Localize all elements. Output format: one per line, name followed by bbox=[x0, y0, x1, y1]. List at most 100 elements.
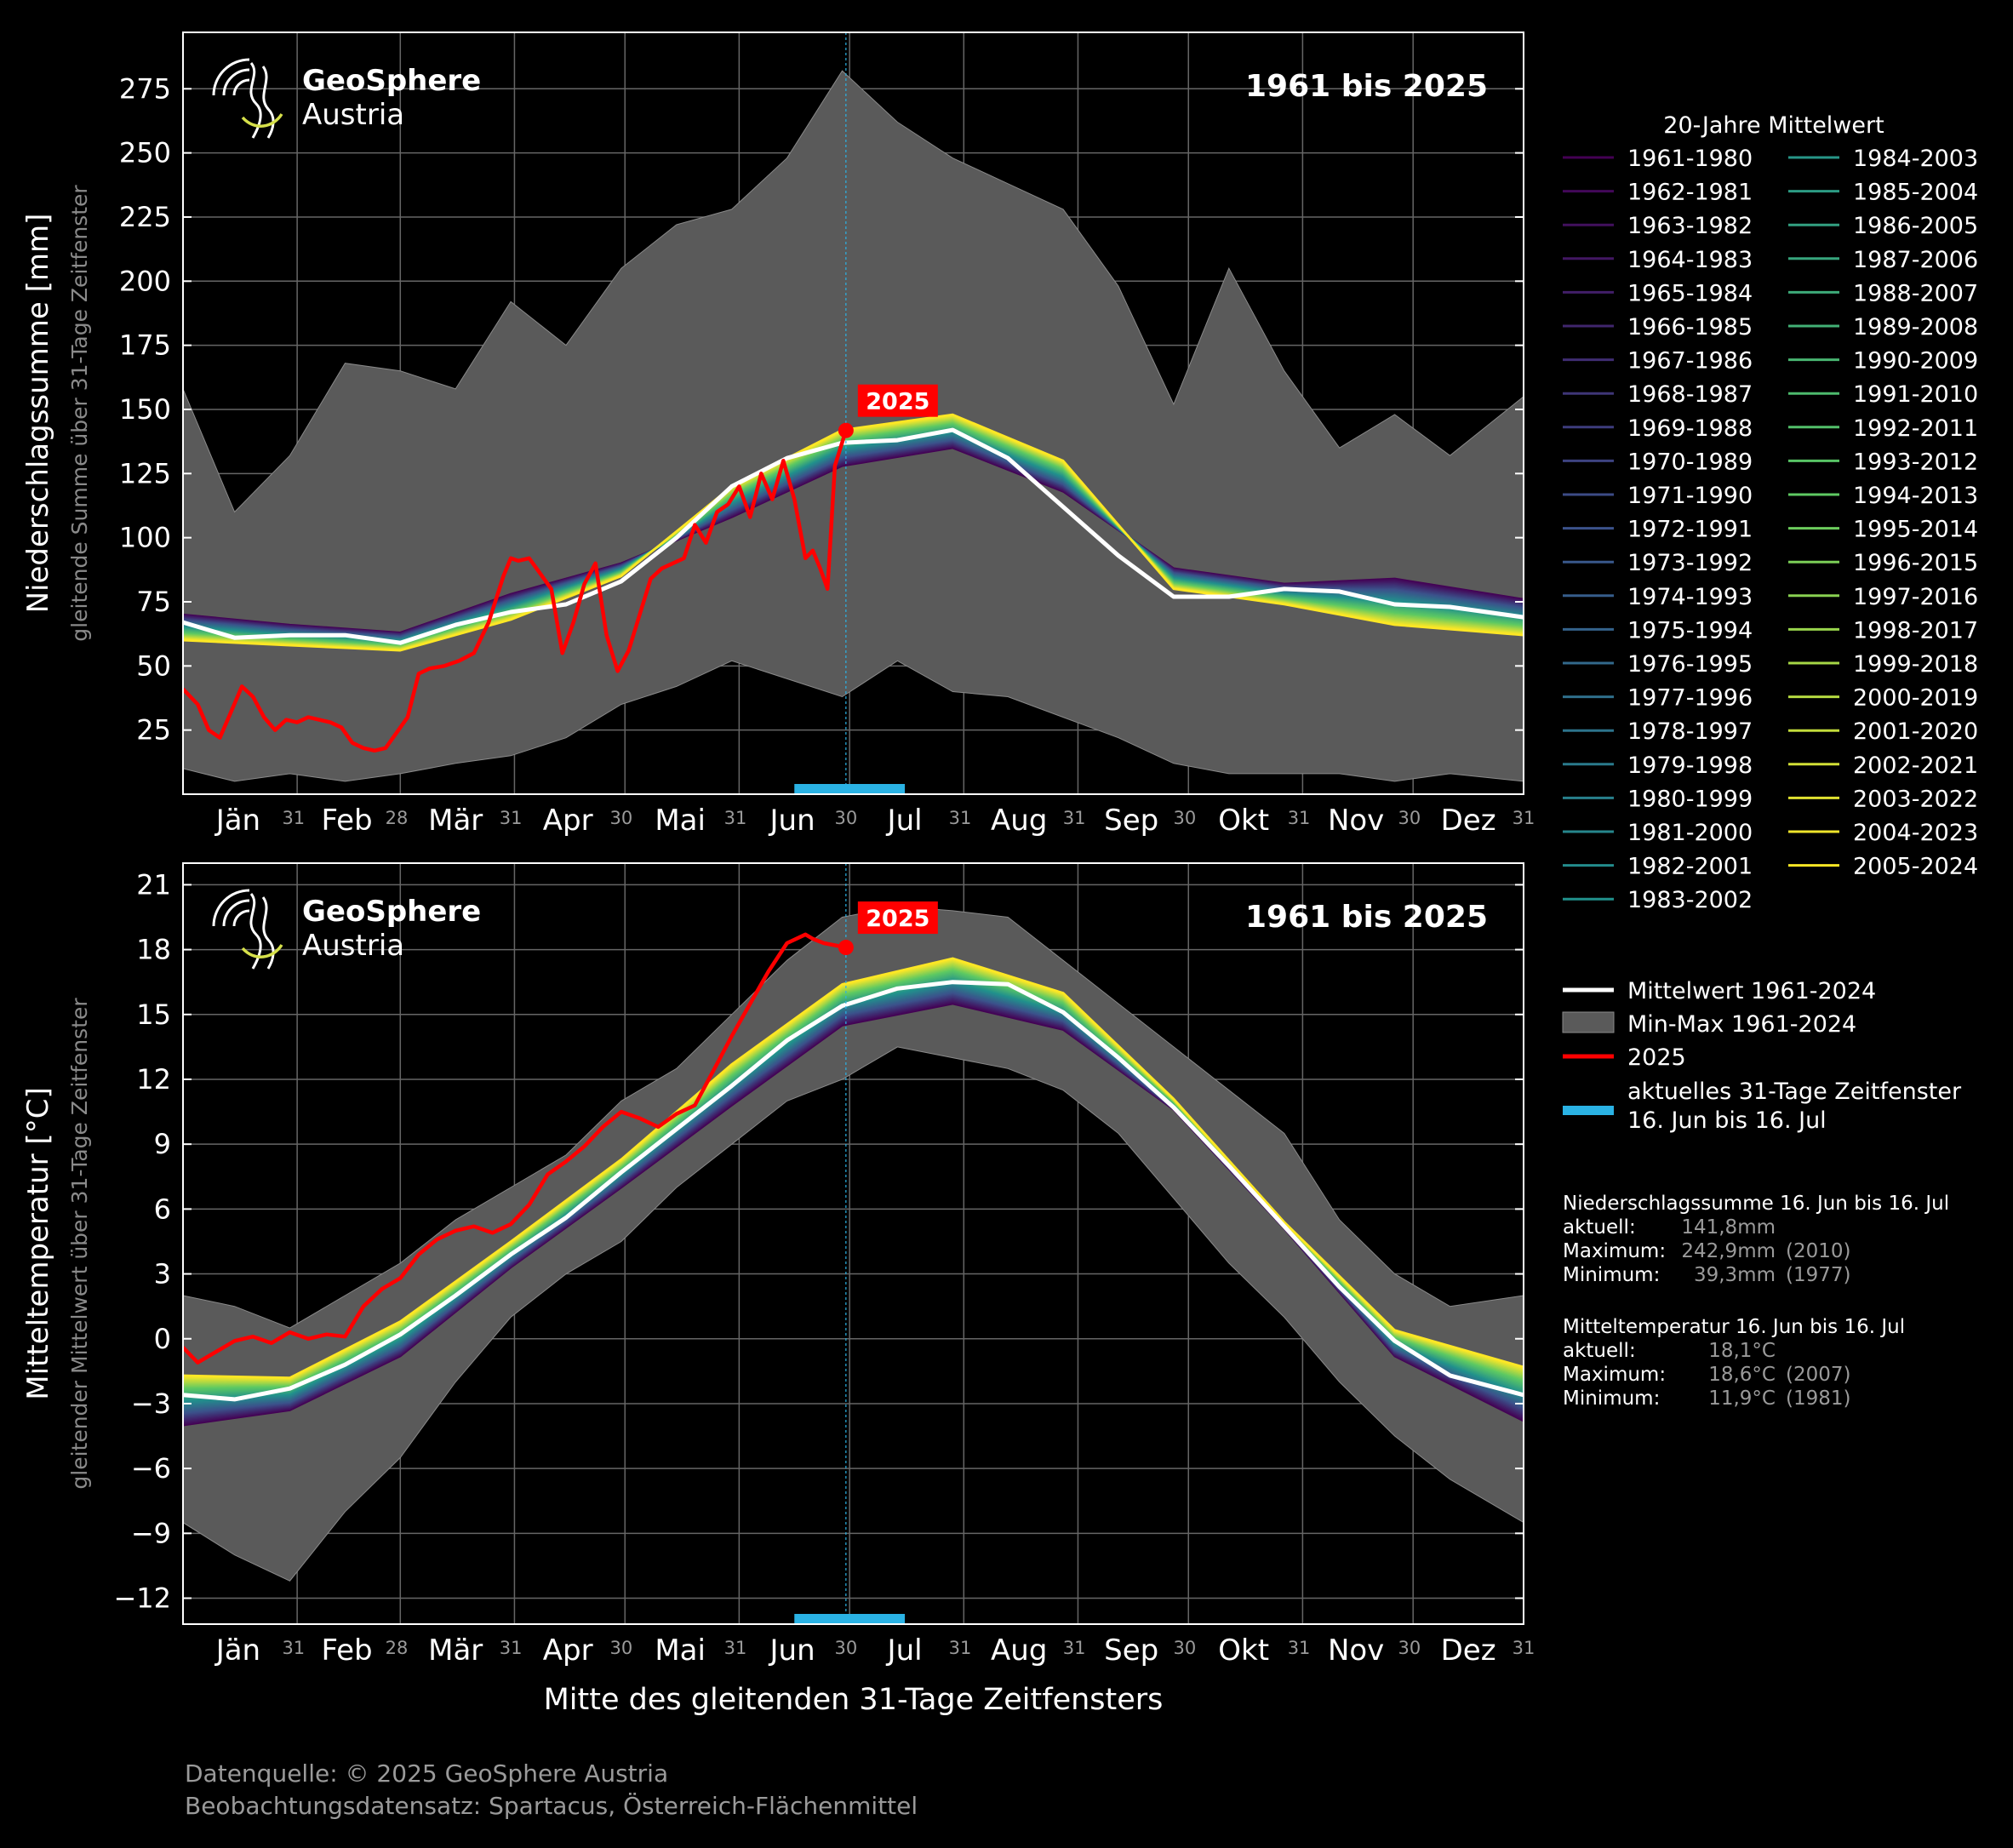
month-end-label: 30 bbox=[834, 808, 857, 828]
y-tick-label: 3 bbox=[154, 1258, 171, 1290]
month-label: Okt bbox=[1218, 1633, 1269, 1668]
info-year: (1977) bbox=[1786, 1264, 1851, 1286]
plot-frame bbox=[182, 31, 1524, 795]
period-mean-line bbox=[183, 957, 1524, 1379]
y-tick-label: −12 bbox=[113, 1582, 171, 1615]
legend-period-label: 1979-1998 bbox=[1627, 752, 1753, 779]
legend-title: 20-Jahre Mittelwert bbox=[1663, 112, 1884, 139]
annotation-label: 2025 bbox=[866, 906, 929, 932]
current-window-bar bbox=[794, 1614, 906, 1624]
info-value: 141,8mm bbox=[1681, 1216, 1776, 1239]
y-tick-label: 150 bbox=[119, 393, 171, 426]
month-label: Dez bbox=[1441, 1633, 1496, 1668]
legend-window-label: aktuelles 31-Tage Zeitfenster bbox=[1627, 1078, 1962, 1105]
month-label: Dez bbox=[1441, 804, 1496, 838]
legend-period-label: 2004-2023 bbox=[1853, 820, 1978, 846]
month-label: Feb bbox=[321, 1633, 372, 1668]
current-value-dot bbox=[838, 940, 854, 956]
minmax-band bbox=[183, 906, 1524, 1582]
info-value: 39,3mm bbox=[1693, 1264, 1776, 1286]
legend-period-label: 1992-2011 bbox=[1853, 415, 1978, 442]
annotation-label: 2025 bbox=[866, 389, 929, 415]
annotation-box bbox=[857, 384, 938, 417]
month-end-label: 31 bbox=[1288, 1638, 1311, 1658]
info-label: aktuell: bbox=[1563, 1340, 1636, 1362]
panel-2: 2025 −12 −9 −6 −3 0 3 6 9 12 15 18 21 Jän 31 Feb 28 Mär 31… bbox=[21, 862, 1535, 1668]
y-tick-label: 75 bbox=[136, 586, 171, 618]
data-source: Datenquelle: © 2025 GeoSphere Austria bbox=[185, 1759, 669, 1788]
logo-text-austria: Austria bbox=[302, 98, 404, 132]
legend-period-label: 1970-1989 bbox=[1627, 449, 1753, 475]
y-tick-label: 175 bbox=[119, 329, 171, 362]
series-2025-line bbox=[183, 430, 848, 753]
month-label: Nov bbox=[1328, 804, 1384, 838]
legend-period-label: 1964-1983 bbox=[1627, 247, 1753, 273]
legend-period-label: 1982-2001 bbox=[1627, 854, 1753, 880]
info-value: 18,6°C bbox=[1708, 1364, 1776, 1386]
temp-info-title: Mitteltemperatur 16. Jun bis 16. Jul bbox=[1563, 1316, 1906, 1338]
month-label: Jun bbox=[769, 804, 815, 838]
month-end-label: 30 bbox=[1398, 808, 1421, 828]
y-axis: 25 50 75 100 125 150 175 200 225 250 275 bbox=[119, 72, 1524, 747]
legend-window-dates: 16. Jun bis 16. Jul bbox=[1627, 1107, 1827, 1134]
temp-info-max: Maximum: 18,6°C (2007) bbox=[1563, 1363, 1905, 1387]
y-tick-label: 250 bbox=[119, 137, 171, 169]
y-tick-label: 275 bbox=[119, 72, 171, 105]
logo-text-geosphere: GeoSphere bbox=[302, 895, 481, 929]
y-tick-label: 125 bbox=[119, 457, 171, 489]
legend-period-label: 1968-1987 bbox=[1627, 381, 1753, 408]
info-label: Maximum: bbox=[1563, 1364, 1667, 1386]
info-year: (1981) bbox=[1786, 1387, 1851, 1410]
logo-text-austria: Austria bbox=[302, 929, 404, 963]
legend-period-label: 1983-2002 bbox=[1627, 887, 1753, 913]
legend-period-label: 1971-1990 bbox=[1627, 483, 1753, 509]
y-tick-label: 6 bbox=[154, 1193, 171, 1225]
legend-period-label: 1995-2014 bbox=[1853, 517, 1978, 543]
month-end-label: 31 bbox=[1513, 808, 1535, 828]
month-end-label: 28 bbox=[386, 1638, 409, 1658]
precip-info-title: Niederschlagssumme 16. Jun bis 16. Jul bbox=[1563, 1193, 1950, 1215]
x-axis: Jän 31 Feb 28 Mär 31 Apr 30 Mai 31 Jun 30 Jul 31 Aug 31… bbox=[214, 1633, 1535, 1668]
legend-period-label: 2000-2019 bbox=[1853, 685, 1978, 712]
y-axis: −12 −9 −6 −3 0 3 6 9 12 15 18 21 bbox=[113, 868, 1524, 1615]
legend-period-label: 1994-2013 bbox=[1853, 483, 1978, 509]
info-label: Minimum: bbox=[1563, 1264, 1661, 1286]
logo-text-geosphere: GeoSphere bbox=[302, 64, 481, 98]
y-tick-label: 50 bbox=[136, 649, 171, 682]
month-end-label: 31 bbox=[282, 1638, 305, 1658]
month-end-label: 31 bbox=[500, 808, 523, 828]
month-label: Jän bbox=[214, 804, 260, 838]
geosphere-logo-icon bbox=[212, 58, 283, 139]
month-label: Feb bbox=[321, 804, 372, 838]
legend-period-label: 2001-2020 bbox=[1853, 718, 1978, 745]
y-axis-label: Niederschlagssumme [mm] bbox=[21, 214, 55, 614]
month-end-label: 31 bbox=[724, 1638, 747, 1658]
logo-curve bbox=[261, 66, 275, 139]
logo-curve bbox=[261, 896, 275, 970]
dataset-note: Beobachtungsdatensatz: Spartacus, Österr… bbox=[185, 1792, 918, 1820]
info-value: 11,9°C bbox=[1708, 1387, 1776, 1410]
legend-period-label: 2002-2021 bbox=[1853, 752, 1978, 779]
month-label: Jun bbox=[769, 1633, 815, 1668]
month-end-label: 30 bbox=[834, 1638, 857, 1658]
month-label: Jul bbox=[886, 1633, 923, 1668]
legend-period-label: 1978-1997 bbox=[1627, 718, 1753, 745]
month-label: Jul bbox=[886, 804, 923, 838]
month-end-label: 31 bbox=[949, 1638, 972, 1658]
y-axis-label: Mitteltemperatur [°C] bbox=[21, 1087, 55, 1399]
legend-period-label: 1981-2000 bbox=[1627, 820, 1753, 846]
month-label: Mär bbox=[428, 804, 483, 838]
month-label: Jän bbox=[214, 1633, 260, 1668]
temp-info-min: Minimum: 11,9°C (1981) bbox=[1563, 1387, 1905, 1410]
month-end-label: 31 bbox=[282, 808, 305, 828]
legend-period-label: 1962-1981 bbox=[1627, 180, 1753, 206]
info-label: aktuell: bbox=[1563, 1216, 1636, 1239]
legend-period-label: 1985-2004 bbox=[1853, 180, 1978, 206]
legend-window-swatch bbox=[1563, 1106, 1614, 1115]
y-tick-label: 18 bbox=[136, 934, 171, 966]
month-end-label: 30 bbox=[610, 808, 633, 828]
month-label: Sep bbox=[1104, 1633, 1158, 1668]
